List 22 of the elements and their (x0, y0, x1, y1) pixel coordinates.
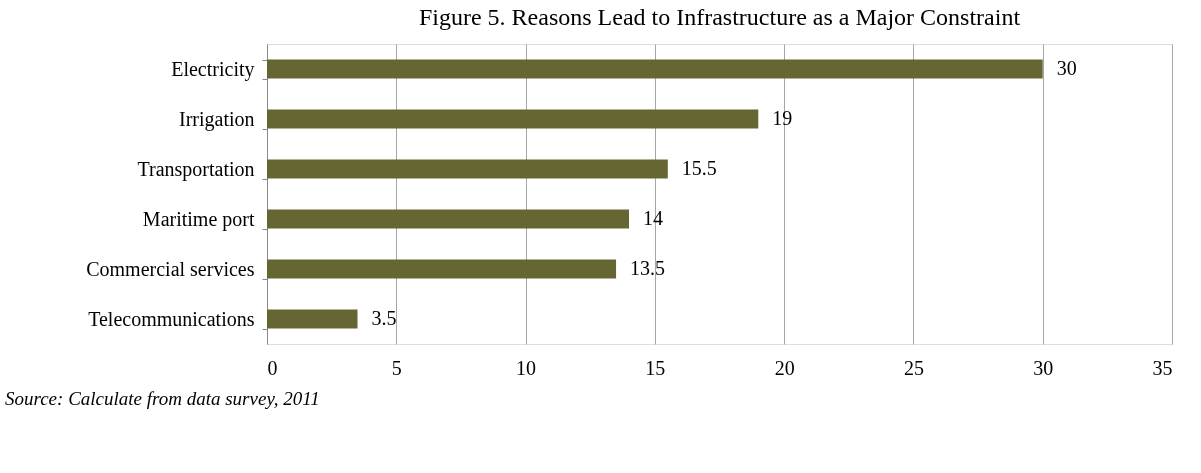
x-tick-label: 20 (774, 356, 795, 379)
source-note: Source: Calculate from data survey, 2011 (5, 388, 320, 409)
y-tick-label: Commercial services (86, 257, 255, 280)
y-tick-label: Irrigation (178, 107, 255, 131)
chart-title: Figure 5. Reasons Lead to Infrastructure as a Major Constraint (418, 4, 1021, 30)
y-tick-label: Telecommunications (88, 307, 255, 330)
x-tick-label: 0 (267, 356, 278, 379)
x-tick-label: 15 (645, 356, 666, 379)
x-tick-label: 30 (1033, 356, 1054, 379)
data-label: 19 (772, 107, 793, 129)
data-label: 14 (643, 207, 663, 229)
y-tick-label: Electricity (171, 57, 255, 81)
data-label: 3.5 (371, 307, 397, 329)
y-tick-label: Transportation (137, 157, 255, 181)
x-tick-label: 5 (391, 356, 402, 379)
x-tick-label: 10 (516, 356, 537, 379)
data-label: 15.5 (681, 157, 717, 179)
y-tick-label: Maritime port (142, 207, 255, 231)
data-label: 13.5 (630, 257, 666, 279)
x-tick-label: 25 (903, 356, 924, 379)
data-label: 30 (1056, 57, 1077, 79)
x-tick-label: 35 (1152, 356, 1173, 379)
